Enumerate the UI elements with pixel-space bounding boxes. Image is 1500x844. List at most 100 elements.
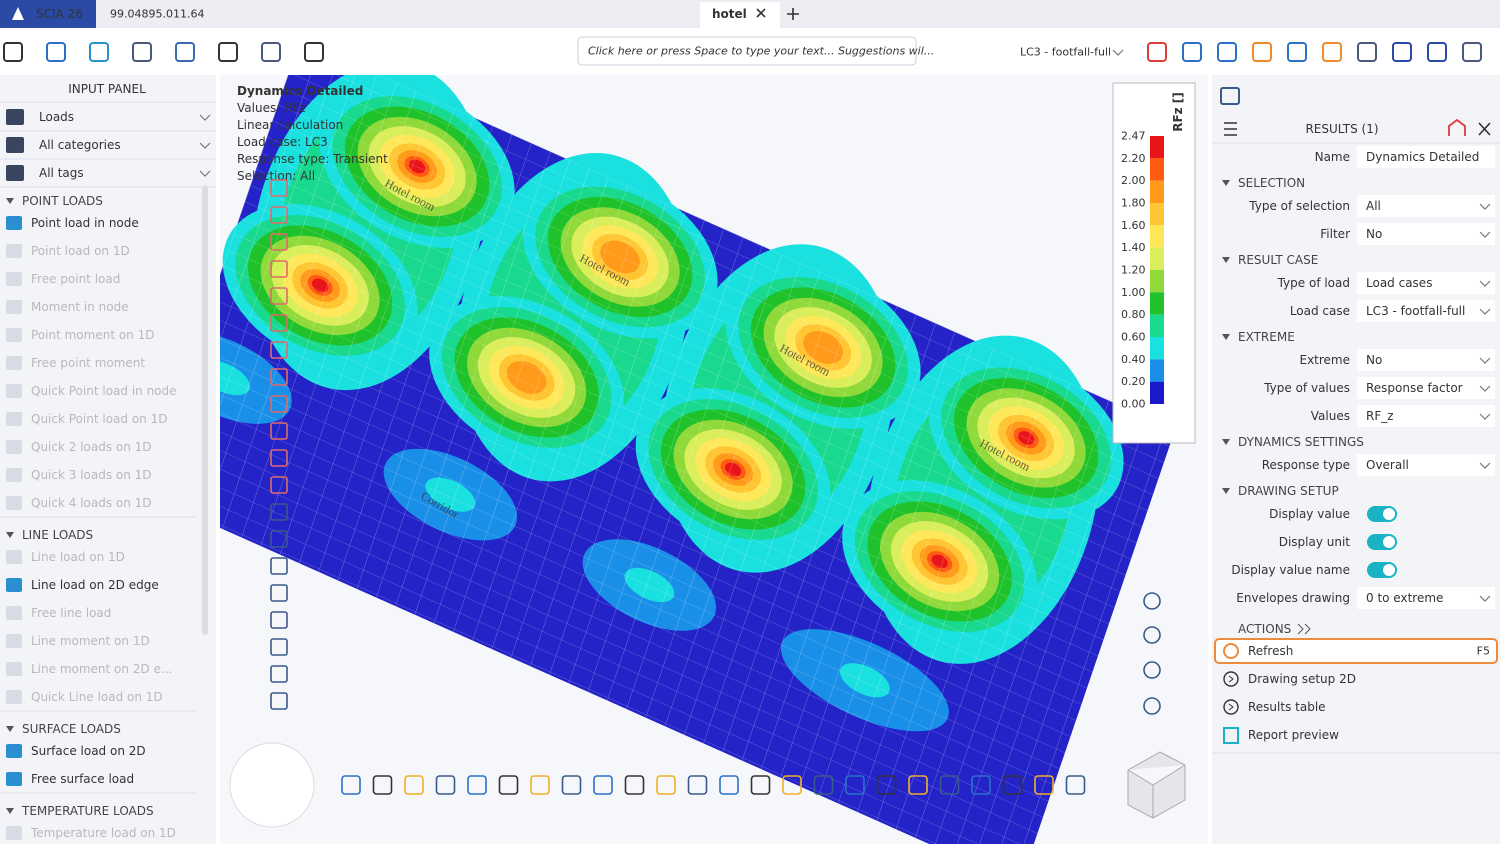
tool-icon[interactable] [270, 287, 288, 305]
toolbar-icon[interactable] [89, 42, 109, 62]
load-item[interactable]: Quick 3 loads on 1D [31, 468, 152, 482]
tool-icon[interactable] [270, 449, 288, 467]
load-item[interactable]: Temperature load on 1D [30, 826, 176, 840]
tool-icon[interactable] [750, 775, 771, 795]
section-header[interactable]: DRAWING SETUP [1238, 484, 1339, 498]
menu-icon[interactable] [1224, 122, 1237, 136]
tool-icon[interactable] [270, 584, 288, 602]
nav-cube[interactable] [1127, 751, 1186, 819]
tool-icon[interactable] [782, 775, 802, 795]
toolbar-icon[interactable] [218, 42, 238, 62]
tool-icon[interactable] [270, 503, 288, 521]
tool-icon[interactable] [1034, 775, 1054, 795]
action-item[interactable]: Refresh [1248, 644, 1293, 658]
tool-icon[interactable] [719, 775, 739, 795]
tool-icon[interactable] [270, 395, 288, 413]
load-item[interactable]: Quick Point load on 1D [31, 412, 167, 426]
view-icon[interactable] [1143, 697, 1161, 715]
action-item[interactable]: Results table [1248, 700, 1326, 714]
section-header[interactable]: DYNAMICS SETTINGS [1238, 435, 1364, 449]
section-header[interactable]: EXTREME [1238, 330, 1295, 344]
tool-icon[interactable] [467, 775, 487, 795]
load-item[interactable]: Line load on 1D [31, 550, 125, 564]
tool-icon[interactable] [530, 775, 550, 795]
new-tab[interactable] [787, 8, 799, 20]
row-value[interactable]: Overall [1366, 458, 1409, 472]
load-item[interactable]: Free point load [31, 272, 120, 286]
load-item[interactable]: Quick 4 loads on 1D [31, 496, 152, 510]
group-header[interactable]: SURFACE LOADS [22, 722, 121, 736]
view-wheel[interactable] [229, 742, 315, 828]
row-value[interactable]: RF_z [1366, 409, 1394, 423]
toolbar-icon[interactable] [1322, 42, 1342, 62]
tool-icon[interactable] [656, 775, 676, 795]
tool-icon[interactable] [908, 775, 928, 795]
group-header[interactable]: POINT LOADS [22, 194, 103, 208]
tool-icon[interactable] [270, 260, 288, 278]
row-value[interactable]: 0 to extreme [1366, 591, 1443, 605]
tool-icon[interactable] [593, 775, 613, 795]
tool-icon[interactable] [813, 775, 834, 795]
row-value[interactable]: Dynamics Detailed [1366, 150, 1479, 164]
close-icon[interactable] [1478, 122, 1491, 136]
command-box[interactable] [577, 36, 917, 66]
row-value[interactable]: Load cases [1366, 276, 1432, 290]
toolbar-icon[interactable] [304, 42, 324, 62]
load-item[interactable]: Surface load on 2D [31, 744, 146, 758]
load-item[interactable]: Free line load [31, 606, 111, 620]
tool-icon[interactable] [270, 368, 288, 386]
row-value[interactable]: LC3 - footfall-full [1366, 304, 1465, 318]
tool-icon[interactable] [687, 775, 708, 795]
tool-icon[interactable] [270, 314, 288, 332]
tool-icon[interactable] [498, 775, 519, 795]
toolbar-icon[interactable] [1217, 42, 1237, 62]
tool-icon[interactable] [270, 233, 288, 251]
tool-icon[interactable] [939, 775, 960, 795]
scrollbar[interactable] [202, 185, 208, 635]
tool-icon[interactable] [270, 557, 288, 575]
command-placeholder[interactable]: Click here or press Space to type your t… [588, 45, 934, 58]
toolbar-icon[interactable] [3, 42, 23, 62]
group-header[interactable]: LINE LOADS [22, 528, 93, 542]
home-icon[interactable] [1448, 118, 1466, 136]
load-item[interactable]: Line moment on 2D e... [31, 662, 172, 676]
load-item[interactable]: Quick Point load in node [31, 384, 177, 398]
toolbar-icon[interactable] [1287, 42, 1307, 62]
toolbar-icon[interactable] [1357, 42, 1377, 62]
toolbar-icon[interactable] [1182, 42, 1202, 62]
tool-icon[interactable] [341, 775, 361, 795]
tab[interactable] [700, 2, 780, 28]
tool-icon[interactable] [1002, 775, 1023, 795]
load-item[interactable]: Quick 2 loads on 1D [31, 440, 152, 454]
toolbar-icon[interactable] [1462, 42, 1482, 62]
tool-icon[interactable] [876, 775, 897, 795]
toolbar-icon[interactable] [1427, 42, 1447, 62]
tool-icon[interactable] [270, 611, 288, 629]
tool-icon[interactable] [270, 530, 288, 548]
section-header[interactable]: SELECTION [1238, 176, 1305, 190]
view-icon[interactable] [1143, 626, 1161, 644]
action-item[interactable]: Drawing setup 2D [1248, 672, 1356, 686]
load-item[interactable]: Quick Line load on 1D [31, 690, 163, 704]
tool-icon[interactable] [845, 775, 865, 795]
toolbar-icon[interactable] [1147, 42, 1167, 62]
tool-icon[interactable] [270, 341, 288, 359]
tool-icon[interactable] [435, 775, 456, 795]
tool-icon[interactable] [270, 206, 288, 224]
tool-icon[interactable] [270, 638, 288, 656]
toolbar-icon[interactable] [46, 42, 66, 62]
toolbar-icon[interactable] [1392, 42, 1412, 62]
tool-icon[interactable] [270, 476, 288, 494]
load-item[interactable]: Point moment on 1D [31, 328, 154, 342]
filter-dropdown[interactable]: All tags [39, 166, 84, 180]
filter-dropdown[interactable]: Loads [39, 110, 74, 124]
group-header[interactable]: TEMPERATURE LOADS [21, 804, 154, 818]
tool-icon[interactable] [624, 775, 645, 795]
view-icon[interactable] [1143, 661, 1161, 679]
load-item[interactable]: Line moment on 1D [31, 634, 150, 648]
load-item[interactable]: Free point moment [31, 356, 145, 370]
load-item[interactable]: Free surface load [31, 772, 134, 786]
load-item[interactable]: Point load on 1D [31, 244, 130, 258]
tool-icon[interactable] [404, 775, 424, 795]
row-value[interactable]: Response factor [1366, 381, 1463, 395]
